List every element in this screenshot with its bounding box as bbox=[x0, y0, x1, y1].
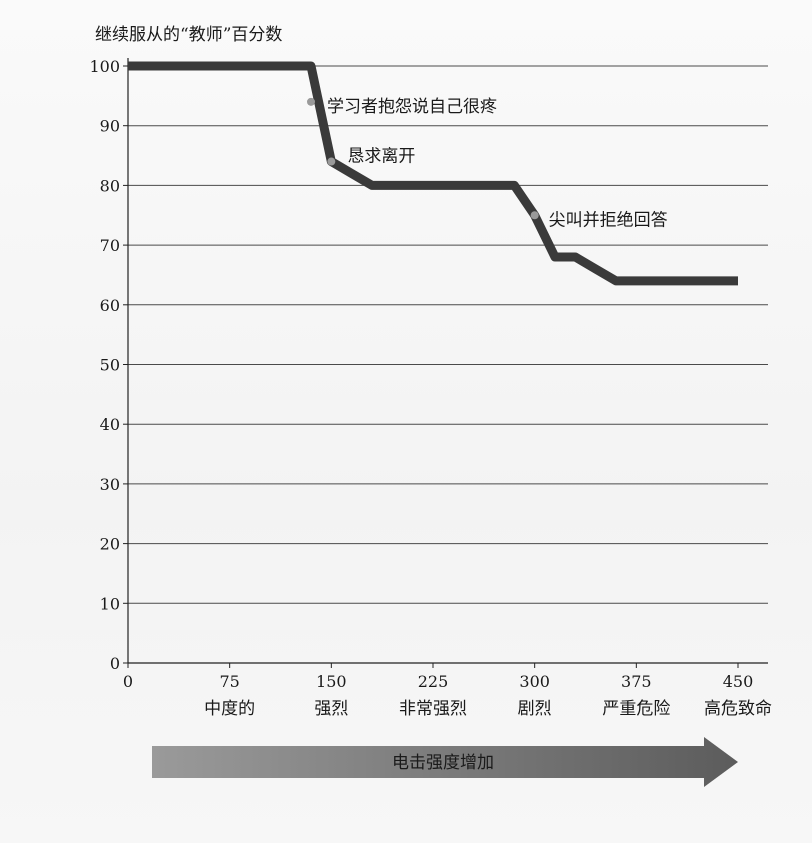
arrow-shape bbox=[152, 737, 738, 787]
x-tick-label: 75 bbox=[219, 672, 239, 691]
annotation-label: 恳求离开 bbox=[347, 147, 415, 167]
x-category-label: 剧烈 bbox=[518, 699, 552, 719]
intensity-arrow: 电击强度增加 bbox=[152, 737, 738, 787]
x-category-label: 非常强烈 bbox=[399, 699, 467, 719]
y-tick-label: 20 bbox=[100, 535, 120, 554]
annotation-marker bbox=[307, 97, 315, 106]
annotation-label: 学习者抱怨说自己很疼 bbox=[327, 97, 497, 117]
y-tick-label: 40 bbox=[100, 415, 120, 434]
x-tick-label: 0 bbox=[123, 672, 133, 691]
y-tick-label: 0 bbox=[110, 654, 120, 673]
x-category-label: 强烈 bbox=[314, 699, 348, 719]
x-tick-label: 150 bbox=[316, 672, 347, 691]
y-tick-label: 90 bbox=[100, 117, 120, 136]
x-category-label: 高危致命 bbox=[704, 699, 772, 719]
axes: 0 10 20 30 40 50 60 70 80 90 100 0 75 150 225 300 375 450… bbox=[89, 57, 772, 719]
annotation-marker bbox=[530, 211, 539, 220]
annotation-label: 尖叫并拒绝回答 bbox=[549, 210, 668, 230]
x-category-label: 中度的 bbox=[204, 699, 255, 719]
annotation-marker bbox=[327, 157, 336, 166]
y-tick-label: 60 bbox=[100, 296, 120, 315]
y-tick-label: 80 bbox=[100, 176, 120, 195]
y-tick-label: 100 bbox=[89, 57, 120, 76]
y-tick-label: 50 bbox=[100, 356, 120, 375]
grid-lines bbox=[128, 65, 768, 604]
y-tick-label: 30 bbox=[100, 475, 120, 494]
y-tick-label: 10 bbox=[100, 594, 120, 613]
y-tick-label: 70 bbox=[100, 236, 120, 255]
arrow-label: 电击强度增加 bbox=[392, 753, 494, 773]
x-tick-label: 300 bbox=[519, 672, 550, 691]
x-tick-label: 375 bbox=[621, 672, 652, 691]
x-tick-label: 225 bbox=[418, 672, 449, 691]
x-category-label: 严重危险 bbox=[602, 699, 670, 719]
y-axis-label: 继续服从的“教师”百分数 bbox=[95, 25, 282, 45]
x-tick-label: 450 bbox=[723, 672, 754, 691]
